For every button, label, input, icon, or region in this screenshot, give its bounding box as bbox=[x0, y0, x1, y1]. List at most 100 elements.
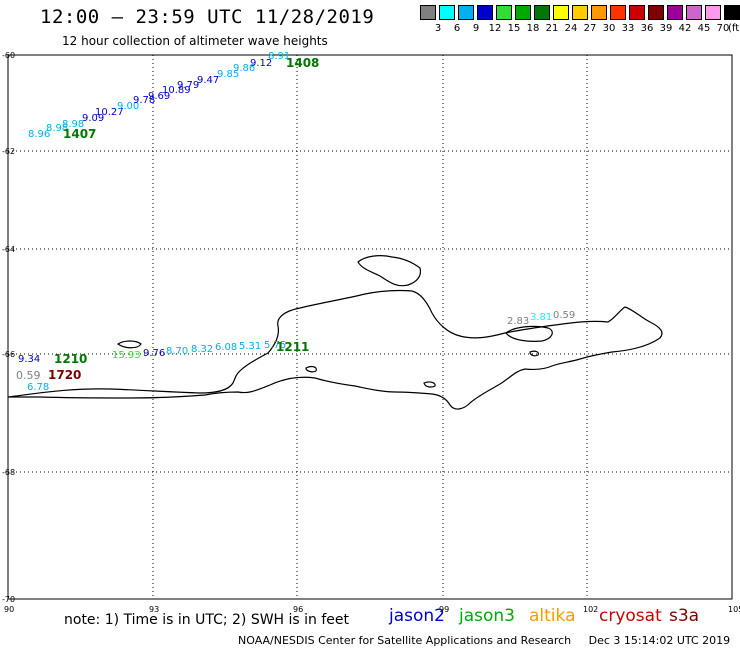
wave-height-value: 6.78 bbox=[27, 382, 49, 393]
wave-height-value: 9.78 bbox=[133, 95, 155, 106]
lon-tick-label: 99 bbox=[439, 605, 449, 614]
wave-height-value: 15.93 bbox=[112, 350, 141, 361]
legend-swatch bbox=[610, 5, 626, 20]
legend-swatch bbox=[515, 5, 531, 20]
lon-tick-label: 102 bbox=[583, 605, 598, 614]
wave-height-value: 3.81 bbox=[530, 312, 552, 323]
legend-label: 18 bbox=[526, 23, 540, 34]
lon-tick-label: 96 bbox=[293, 605, 303, 614]
lat-tick-label: -68 bbox=[2, 468, 15, 477]
legend-label: 42 bbox=[678, 23, 692, 34]
legend-unit: (ft) bbox=[728, 23, 740, 34]
legend-label: 12 bbox=[488, 23, 502, 34]
satellite-s3a: s3a bbox=[669, 606, 700, 626]
legend-label: 21 bbox=[545, 23, 559, 34]
footer-note: note: 1) Time is in UTC; 2) SWH is in fe… bbox=[64, 612, 350, 628]
legend-swatch bbox=[439, 5, 455, 20]
legend-label: 45 bbox=[697, 23, 711, 34]
wave-height-value: 9.12 bbox=[250, 58, 272, 69]
chart-title: 12:00 – 23:59 UTC 11/28/2019 bbox=[40, 6, 375, 28]
wave-height-value: 2.83 bbox=[507, 316, 529, 327]
wave-height-value: 6.08 bbox=[215, 342, 237, 353]
wave-height-value: 9.69 bbox=[148, 91, 170, 102]
legend-swatch bbox=[629, 5, 645, 20]
island-small-2 bbox=[423, 381, 436, 388]
lat-tick-label: -64 bbox=[2, 245, 15, 254]
coastline-main bbox=[7, 289, 663, 410]
legend-swatch bbox=[553, 5, 569, 20]
wave-height-value: 8.32 bbox=[191, 344, 213, 355]
wave-height-value: 9.76 bbox=[143, 348, 165, 359]
legend-swatch bbox=[534, 5, 550, 20]
lat-tick-label: -70 bbox=[2, 595, 15, 604]
wave-height-value: 10.27 bbox=[95, 107, 124, 118]
satellite-jason3: jason3 bbox=[459, 606, 515, 626]
legend-label: 24 bbox=[564, 23, 578, 34]
legend-swatch bbox=[496, 5, 512, 20]
wave-height-value: 8.91 bbox=[268, 51, 290, 62]
legend-swatch bbox=[667, 5, 683, 20]
legend-label: 30 bbox=[602, 23, 616, 34]
track-label: 1211 bbox=[276, 340, 309, 354]
wave-height-value: 10.89 bbox=[162, 85, 191, 96]
legend-label: 27 bbox=[583, 23, 597, 34]
footer-timestamp: Dec 3 15:14:02 UTC 2019 bbox=[588, 634, 731, 647]
map-frame bbox=[7, 54, 733, 600]
footer-credit: NOAA/NESDIS Center for Satellite Applica… bbox=[238, 634, 730, 647]
legend-label: 6 bbox=[453, 23, 461, 34]
wave-height-value: 8.70 bbox=[166, 346, 188, 357]
wave-height-value: 0.59 bbox=[553, 310, 575, 321]
legend-swatch bbox=[591, 5, 607, 20]
legend-swatch bbox=[458, 5, 474, 20]
altimeter-tracks: 8.968.988.989.0910.279.009.789.6910.899.… bbox=[16, 51, 575, 393]
island-west bbox=[116, 340, 142, 349]
legend-swatch bbox=[477, 5, 493, 20]
legend-label: 39 bbox=[659, 23, 673, 34]
wave-height-value: 9.86 bbox=[233, 63, 255, 74]
satellite-cryosat: cryosat bbox=[599, 606, 662, 626]
lon-tick-label: 105 bbox=[728, 605, 740, 614]
legend-swatch bbox=[686, 5, 702, 20]
lon-tick-label: 93 bbox=[149, 605, 159, 614]
wave-height-value: 0.59 bbox=[16, 369, 41, 382]
legend-label: 70 bbox=[716, 23, 730, 34]
track-label: 1407 bbox=[63, 127, 96, 141]
lat-tick-label: -60 bbox=[2, 51, 15, 60]
legend-label: 9 bbox=[472, 23, 480, 34]
track-label: 1210 bbox=[54, 352, 87, 366]
coastline bbox=[7, 255, 663, 410]
wave-height-value: 9.85 bbox=[217, 69, 239, 80]
lon-tick-label: 90 bbox=[4, 605, 14, 614]
legend-label: 33 bbox=[621, 23, 635, 34]
wave-height-value: 8.96 bbox=[28, 129, 50, 140]
wave-height-value: 9.79 bbox=[177, 80, 199, 91]
satellite-altika: altika bbox=[529, 606, 576, 626]
wave-height-value: 9.09 bbox=[82, 113, 104, 124]
island-east-pond bbox=[505, 325, 553, 342]
track-label: 1408 bbox=[286, 56, 319, 70]
island-small-3 bbox=[529, 350, 540, 357]
satellite-jason2: jason2 bbox=[389, 606, 445, 626]
legend-swatch bbox=[572, 5, 588, 20]
track-label: 1720 bbox=[48, 368, 81, 382]
lat-tick-label: -62 bbox=[2, 147, 15, 156]
island-small-1 bbox=[305, 365, 317, 373]
lat-tick-label: -66 bbox=[2, 350, 15, 359]
wave-height-value: 5.31 bbox=[239, 341, 261, 352]
wave-height-value: 9.47 bbox=[197, 75, 219, 86]
wave-height-value: 9.34 bbox=[18, 354, 40, 365]
legend-label: 15 bbox=[507, 23, 521, 34]
island-north bbox=[357, 255, 422, 287]
credit-text: NOAA/NESDIS Center for Satellite Applica… bbox=[238, 634, 572, 647]
legend-label: 36 bbox=[640, 23, 654, 34]
legend-swatch bbox=[420, 5, 436, 20]
wave-height-value: 5.75 bbox=[264, 340, 286, 351]
wave-height-value: 8.98 bbox=[46, 123, 68, 134]
wave-height-value: 9.00 bbox=[117, 101, 139, 112]
legend-swatch bbox=[648, 5, 664, 20]
legend-swatch bbox=[705, 5, 721, 20]
legend-label: 3 bbox=[434, 23, 442, 34]
wave-height-value: 8.98 bbox=[62, 119, 84, 130]
